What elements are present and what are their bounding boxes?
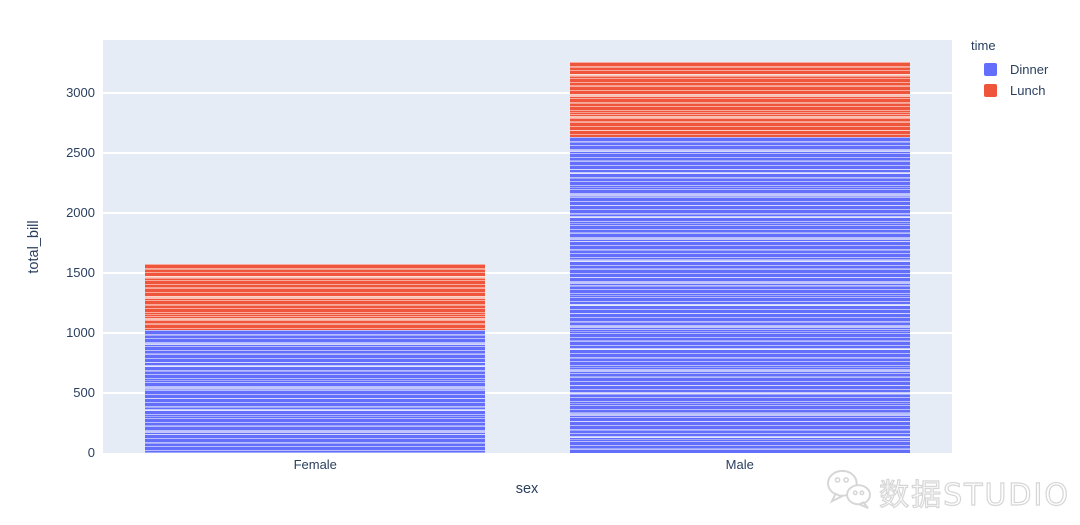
x-axis-title: sex <box>515 481 539 497</box>
wechat-logo-icon <box>825 468 873 515</box>
bar-segment-male-dinner[interactable] <box>569 136 910 453</box>
x-tick-label-female: Female <box>293 457 337 472</box>
gridline-500 <box>103 392 952 394</box>
lunch-swatch-icon <box>984 84 997 97</box>
x-tick-label-male: Male <box>725 457 754 472</box>
gridline-1500 <box>103 272 952 275</box>
y-tick-label-1000: 1000 <box>66 325 95 340</box>
y-tick-label-1500: 1500 <box>66 265 95 281</box>
y-tick-label-3000: 3000 <box>66 85 95 101</box>
dinner-swatch-icon <box>984 63 997 76</box>
legend-item-lunch[interactable]: Lunch <box>971 80 1048 101</box>
y-tick-label-2000: 2000 <box>66 205 95 221</box>
y-tick-label-500: 500 <box>73 385 95 400</box>
bar-segment-male-lunch[interactable] <box>569 62 910 137</box>
legend-title: time <box>971 38 996 53</box>
gridline-1000 <box>103 332 952 334</box>
y-axis-title: total_bill <box>26 220 42 274</box>
watermark: 数据STUDIO <box>825 468 1070 515</box>
y-tick-label-2500: 2500 <box>66 145 95 161</box>
legend-item-dinner[interactable]: Dinner <box>971 59 1048 80</box>
gridline-3000 <box>103 92 952 95</box>
bar-segment-female-lunch[interactable] <box>145 264 486 331</box>
legend: time Dinner Lunch <box>971 38 1048 101</box>
y-tick-label-0: 0 <box>87 445 95 460</box>
watermark-text: 数据STUDIO <box>879 477 1070 513</box>
legend-label-lunch: Lunch <box>1010 83 1046 98</box>
legend-label-dinner: Dinner <box>1010 62 1049 77</box>
gridline-2000 <box>103 212 952 215</box>
gridline-2500 <box>103 152 952 155</box>
bar-segment-female-dinner[interactable] <box>145 330 486 453</box>
